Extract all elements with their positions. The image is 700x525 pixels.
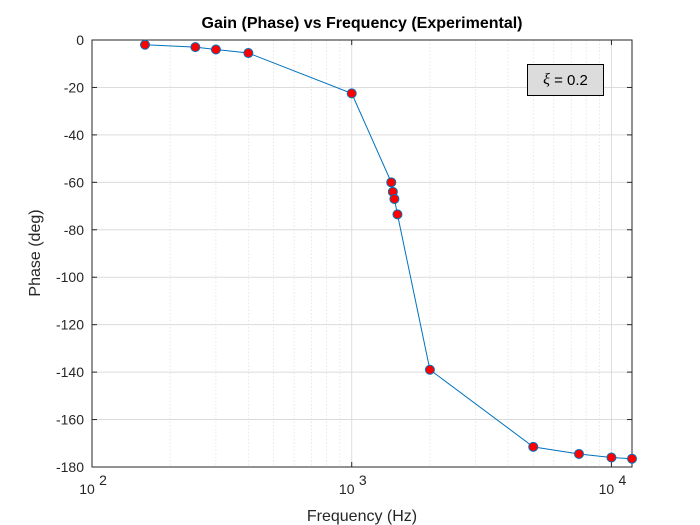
data-point xyxy=(627,453,637,464)
y-tick-label: -20 xyxy=(64,79,84,95)
data-point xyxy=(140,39,151,50)
data-point xyxy=(389,193,400,204)
data-point xyxy=(424,364,435,375)
data-point xyxy=(386,177,397,188)
y-axis-label: Phase (deg) xyxy=(27,209,44,296)
x-tick-label-exponent: 3 xyxy=(359,472,367,488)
x-axis-label: Frequency (Hz) xyxy=(307,508,417,525)
plot-area xyxy=(92,40,632,467)
data-point xyxy=(606,452,617,463)
data-point xyxy=(573,448,584,459)
y-tick-label: -100 xyxy=(56,269,84,285)
ticks: 1021031040-20-40-60-80-100-120-140-160-1… xyxy=(56,32,632,497)
y-tick-label: -160 xyxy=(56,412,84,428)
xi-symbol: ξ xyxy=(543,71,550,88)
data-point xyxy=(190,42,201,53)
y-tick-label: 0 xyxy=(76,32,84,48)
plot-frame xyxy=(91,39,633,468)
y-tick-label: -140 xyxy=(56,364,84,380)
y-tick-label: -80 xyxy=(64,222,84,238)
data-point xyxy=(346,88,357,99)
data-point xyxy=(392,209,403,220)
chart-title: Gain (Phase) vs Frequency (Experimental) xyxy=(202,15,523,32)
x-tick-label: 10 xyxy=(599,481,615,497)
y-tick-label: -120 xyxy=(56,317,84,333)
xi-value: = 0.2 xyxy=(549,71,588,89)
x-tick-label: 10 xyxy=(79,481,95,497)
x-tick-label: 10 xyxy=(339,481,355,497)
xi-annotation-box: ξ = 0.2 xyxy=(527,64,604,96)
data-point xyxy=(210,44,221,55)
x-tick-label-exponent: 4 xyxy=(619,472,627,488)
x-tick-label-exponent: 2 xyxy=(99,472,107,488)
y-tick-label: -40 xyxy=(64,127,84,143)
y-tick-label: -60 xyxy=(64,174,84,190)
data-point xyxy=(243,48,254,59)
series xyxy=(140,39,637,464)
y-tick-label: -180 xyxy=(56,459,84,475)
data-point xyxy=(528,441,539,452)
